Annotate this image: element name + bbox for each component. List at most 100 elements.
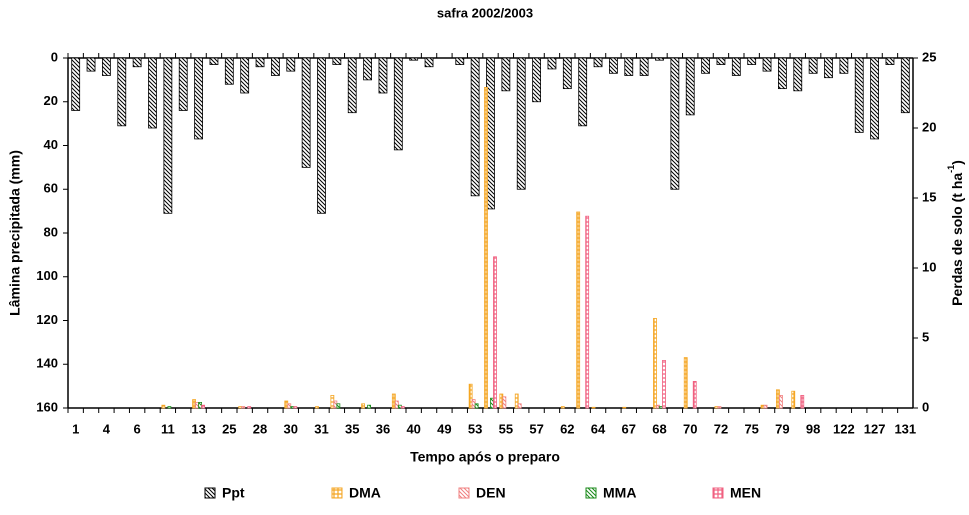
loss-bar [714, 406, 719, 409]
rain-bar [424, 57, 434, 68]
loss-bar [760, 404, 765, 409]
rain-bar [178, 57, 188, 111]
x-axis-label: Tempo após o preparo [410, 449, 560, 465]
rain-bar [670, 57, 680, 190]
loss-bar [198, 401, 202, 409]
y-tick-label: 20 [44, 93, 58, 108]
x-tick-label: 72 [714, 421, 728, 436]
loss-bar [367, 404, 371, 409]
loss-bar [201, 404, 205, 409]
rain-bar [731, 57, 741, 76]
x-tick-label: 36 [376, 421, 390, 436]
legend-swatch [331, 487, 343, 499]
loss-bar [333, 400, 338, 409]
chart-title: safra 2002/2003 [437, 5, 533, 20]
loss-bar [484, 87, 488, 409]
loss-bar [499, 393, 504, 409]
loss-bar [717, 406, 722, 409]
loss-bar [591, 406, 596, 409]
loss-bar [284, 400, 289, 409]
rain-bar [762, 57, 772, 72]
x-tick-label: 13 [191, 421, 205, 436]
rain-bar [655, 57, 664, 61]
rain-bar [624, 57, 634, 76]
x-tick-label: 64 [591, 421, 606, 436]
loss-bar [493, 256, 497, 409]
rain-bar [301, 57, 311, 168]
rain-bar [593, 57, 603, 68]
loss-bar [394, 400, 399, 409]
rain-bar [255, 57, 265, 68]
loss-bar [247, 406, 252, 409]
rain-bar [455, 57, 465, 65]
legend-swatch [458, 487, 470, 499]
loss-bar [776, 389, 780, 409]
rain-bar [870, 57, 879, 140]
rain-bar [885, 57, 895, 65]
y2-tick-label: 25 [922, 49, 936, 64]
legend-label: MMA [603, 485, 636, 501]
y2-label-text: Perdas de solo (t ha [949, 173, 965, 306]
x-tick-label: 70 [683, 421, 697, 436]
loss-bar [167, 406, 172, 409]
rain-bar [685, 57, 695, 116]
rain-bar [578, 57, 588, 127]
loss-bar [391, 393, 396, 409]
x-tick-label: 122 [833, 421, 855, 436]
rain-bar [532, 57, 541, 103]
loss-bar [622, 406, 627, 409]
y-axis-label: Lâmina precipitada (mm) [7, 150, 23, 316]
loss-bar [474, 403, 479, 409]
legend-swatch [712, 487, 724, 499]
y-tick-label: 40 [44, 137, 58, 152]
loss-bar [656, 404, 660, 409]
rain-bar [163, 57, 173, 214]
rain-bar [501, 57, 511, 92]
loss-bar [287, 403, 292, 409]
rain-bar [409, 57, 419, 61]
loss-bar [195, 401, 199, 409]
loss-bar [514, 393, 519, 409]
rain-bar [562, 57, 572, 90]
legend-swatch [204, 487, 216, 499]
loss-bar [397, 404, 402, 409]
x-tick-label: 11 [161, 421, 175, 436]
x-tick-label: 127 [864, 421, 886, 436]
x-tick-label: 6 [134, 421, 141, 436]
rain-bar [271, 57, 280, 76]
loss-bar [336, 403, 341, 409]
y2-tick-label: 0 [922, 399, 929, 414]
rain-bar [286, 57, 296, 72]
x-tick-label: 49 [437, 421, 451, 436]
rain-bar [71, 57, 81, 111]
loss-bar [692, 380, 697, 409]
loss-bar [517, 403, 522, 409]
rain-bar [194, 57, 203, 140]
rain-bar [716, 57, 726, 65]
rain-bar [900, 57, 910, 114]
legend-label: DEN [476, 485, 506, 501]
y2-tick-label: 10 [922, 259, 936, 274]
rain-bar [132, 57, 142, 68]
loss-bar [290, 406, 295, 409]
rain-bar [470, 57, 480, 197]
rain-bar [102, 57, 111, 76]
rain-bar [86, 57, 96, 72]
x-tick-label: 4 [103, 421, 111, 436]
x-tick-label: 35 [345, 421, 359, 436]
x-tick-label: 131 [894, 421, 916, 436]
rain-bar [701, 57, 710, 74]
legend-swatch [585, 487, 597, 499]
loss-bar [560, 406, 565, 409]
rain-bar [639, 57, 649, 76]
y2-tick-label: 20 [922, 119, 936, 134]
rain-bar [808, 57, 818, 74]
y-tick-label: 100 [36, 268, 58, 283]
x-tick-label: 98 [806, 421, 820, 436]
rain-bar [793, 57, 803, 92]
x-tick-label: 25 [222, 421, 236, 436]
loss-bar [192, 399, 196, 409]
rain-bar [224, 57, 234, 85]
x-tick-label: 55 [499, 421, 513, 436]
